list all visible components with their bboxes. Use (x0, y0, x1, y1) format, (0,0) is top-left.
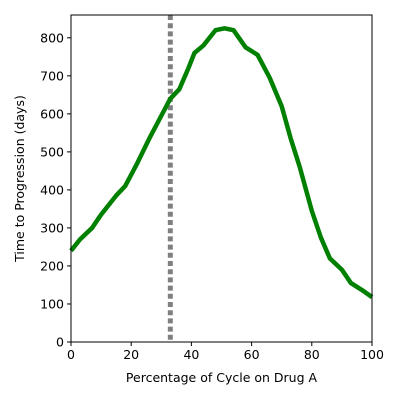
y-tick-label: 600 (40, 106, 64, 121)
y-tick-label: 700 (40, 68, 64, 83)
x-axis-label: Percentage of Cycle on Drug A (126, 370, 318, 385)
x-tick-label: 60 (244, 347, 260, 362)
y-tick-label: 0 (56, 335, 64, 350)
x-axis: 0 20 40 60 80 100 (67, 342, 384, 362)
y-tick-label: 300 (40, 220, 64, 235)
y-tick-label: 400 (40, 182, 64, 197)
x-tick-label: 100 (360, 347, 384, 362)
y-tick-label: 100 (40, 296, 64, 311)
y-axis: 0 100 200 300 400 500 600 700 800 (40, 30, 71, 350)
plot-content (69, 15, 374, 342)
series-line-0 (69, 26, 374, 299)
y-axis-label: Time to Progression (days) (12, 95, 27, 263)
y-tick-label: 800 (40, 30, 64, 45)
y-tick-label: 500 (40, 144, 64, 159)
plot-frame (70, 14, 373, 343)
y-tick-label: 200 (40, 258, 64, 273)
x-tick-label: 80 (304, 347, 320, 362)
x-tick-label: 40 (183, 347, 199, 362)
x-tick-label: 0 (67, 347, 75, 362)
x-tick-label: 20 (123, 347, 139, 362)
